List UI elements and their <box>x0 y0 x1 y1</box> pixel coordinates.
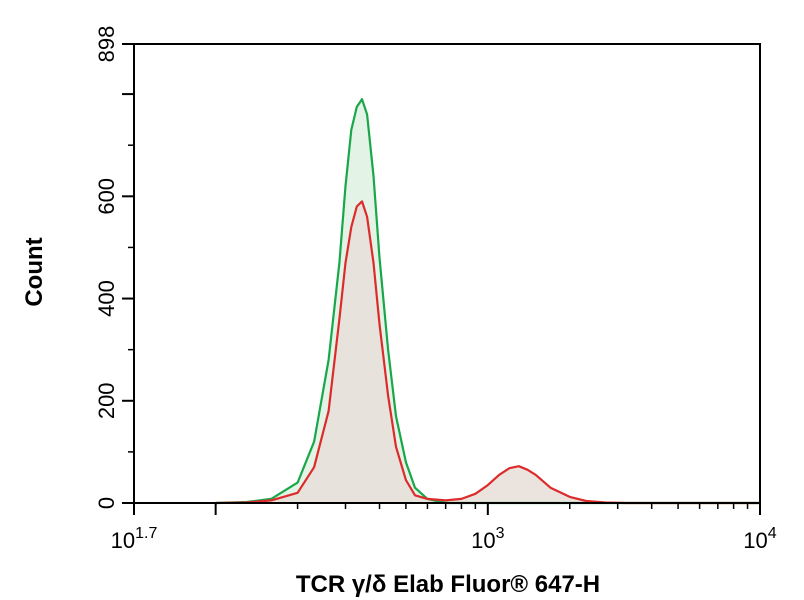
series-1-line <box>215 98 760 505</box>
y-tick-label: 600 <box>94 178 119 215</box>
y-axis-label: Count <box>21 237 48 306</box>
plot-frame <box>133 43 761 504</box>
y-tick-label: 400 <box>94 280 119 317</box>
x-tick-label: 103 <box>471 525 504 553</box>
series-2-area <box>215 201 761 503</box>
axis-layer <box>133 43 761 504</box>
x-tick-label: 101.7 <box>111 525 158 553</box>
x-tick-label: 104 <box>743 525 776 553</box>
series-2-line <box>215 200 760 505</box>
tick-layer: 0 200 400 600 898 101.7 103 104 <box>94 26 777 553</box>
series-1-area <box>215 99 761 503</box>
series-layer <box>215 98 761 505</box>
y-tick-label: 0 <box>94 497 119 509</box>
y-tick-label: 898 <box>94 26 119 63</box>
x-axis-label: TCR γ/δ Elab Fluor® 647-H <box>296 571 600 598</box>
y-tick-label: 200 <box>94 382 119 419</box>
